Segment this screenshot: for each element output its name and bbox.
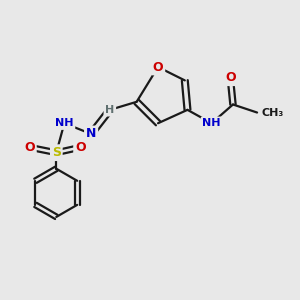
Text: S: S: [52, 146, 61, 159]
Text: H: H: [105, 105, 115, 115]
Text: O: O: [153, 61, 163, 74]
Text: N: N: [86, 128, 96, 140]
Text: O: O: [75, 141, 86, 154]
Text: CH₃: CH₃: [261, 107, 283, 118]
Text: O: O: [225, 71, 236, 84]
Text: NH: NH: [55, 118, 74, 128]
Text: O: O: [24, 141, 35, 154]
Text: NH: NH: [202, 118, 221, 128]
